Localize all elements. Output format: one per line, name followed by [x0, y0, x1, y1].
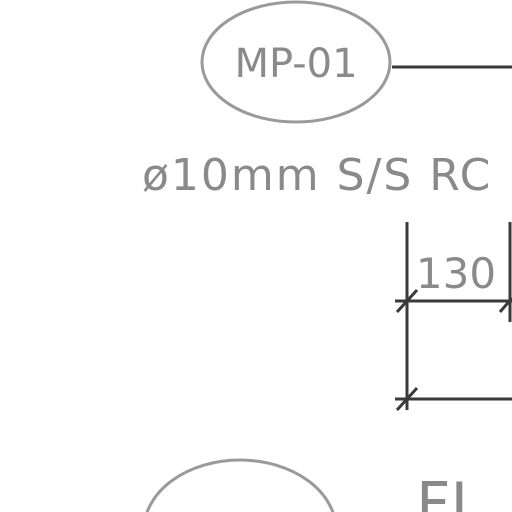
lower-reference-tick	[395, 386, 419, 412]
dimension-tick-left	[395, 288, 419, 314]
lower-label: FL	[416, 470, 485, 512]
lower-tag-ellipse	[145, 458, 335, 512]
dimension-value-130: 130	[416, 249, 496, 298]
material-note: ø10mm S/S RC	[142, 150, 492, 201]
mark-tag-label: MP-01	[234, 41, 357, 87]
dimension-tick-right	[498, 297, 512, 313]
mark-tag-ellipse	[200, 0, 392, 124]
